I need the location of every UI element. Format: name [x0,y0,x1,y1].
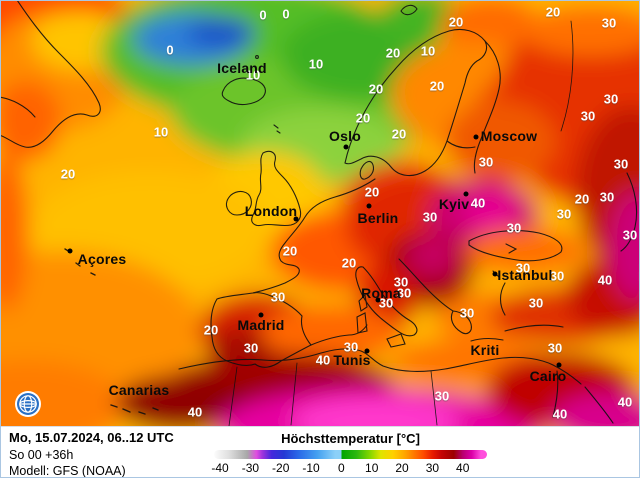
globe-logo-icon [15,391,41,417]
model-text: Modell: GFS (NOAA) [9,464,126,478]
temperature-map: 0 0 0 10 10 10 10 20 20 20 30 20 20 20 20 30 30 20 20 20 20 3… [1,1,639,426]
legend-ticks: -40 -30 -20 -10 0 10 20 30 40 [211,461,487,476]
legend-colorbar [214,450,487,459]
legend-tick: 20 [395,461,409,475]
valid-time-text: Mo, 15.07.2024, 06..12 UTC [9,430,174,445]
info-bar: Mo, 15.07.2024, 06..12 UTC So 00 +36h Mo… [1,426,639,478]
legend-tick: -20 [272,461,290,475]
forecast-info: Mo, 15.07.2024, 06..12 UTC So 00 +36h Mo… [9,430,174,478]
color-legend: Höchsttemperatur [°C] -40 -30 -20 -10 0 10 20 3… [211,431,499,476]
legend-tick: -40 [211,461,229,475]
run-offset-text: So 00 +36h [9,448,74,462]
legend-tick: -30 [241,461,260,475]
legend-tick: 10 [365,461,379,475]
legend-tick: 0 [338,461,345,475]
coastlines [1,1,638,426]
legend-title: Höchsttemperatur [°C] [281,431,420,446]
legend-tick: 40 [456,461,470,475]
legend-tick: -10 [302,461,320,475]
temperature-field [1,1,639,426]
legend-tick: 30 [425,461,440,475]
